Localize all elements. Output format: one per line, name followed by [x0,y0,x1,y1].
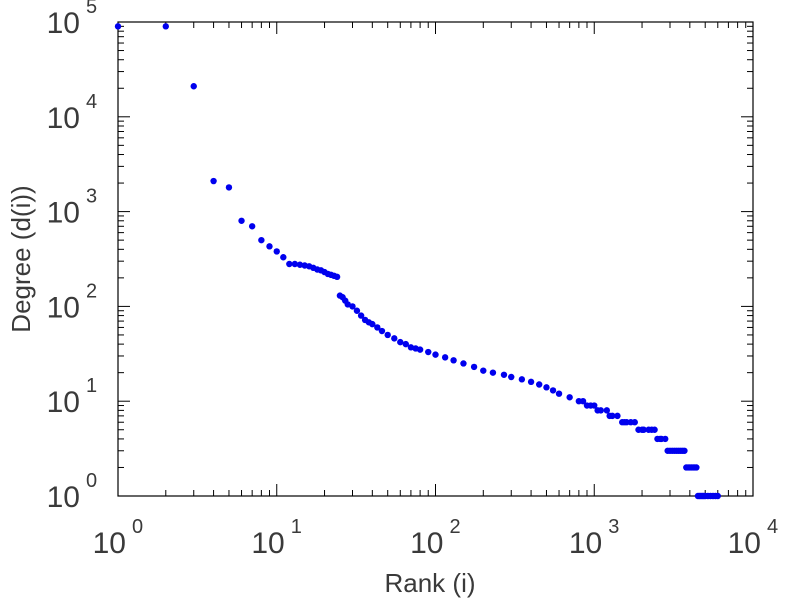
data-point [238,217,245,224]
data-point [555,390,563,397]
y-tick-exponent: 2 [86,280,97,302]
data-point [681,447,688,454]
data-point [425,348,432,356]
data-point [609,412,616,420]
x-tick-exponent: 1 [291,516,302,538]
y-tick-label: 10 [47,481,80,514]
x-tick-labels: 10 0 10 1 10 2 10 3 10 4 [93,516,779,560]
data-point [527,378,535,386]
data-point [480,367,487,374]
y-tick-labels: 10 0 10 1 10 2 10 3 10 4 10 5 [47,0,98,514]
data-point [248,223,256,230]
data-point [273,248,280,255]
data-point [441,354,449,361]
data-point [470,363,478,371]
data-point [662,435,669,443]
data-point [432,351,439,358]
x-tick-label: 10 [251,527,284,560]
x-tick-label: 10 [93,527,126,560]
data-point [579,398,587,405]
y-tick-exponent: 5 [86,0,97,18]
x-axis-title: Rank (i) [384,568,475,598]
data-point [391,335,398,342]
data-point [378,327,386,335]
data-point [518,376,526,383]
x-tick-exponent: 0 [132,516,143,538]
data-point [566,394,573,401]
data-point [357,312,365,319]
x-tick-label: 10 [728,527,761,560]
data-point [416,346,424,353]
data-point [296,261,304,268]
data-point [114,23,122,30]
y-tick-label: 10 [47,197,80,230]
data-point [369,320,376,328]
y-tick-exponent: 3 [86,186,97,208]
data-point [349,303,356,310]
data-point [597,407,605,414]
data-point [397,338,404,346]
data-point [591,402,598,409]
minor-ticks [118,22,753,496]
data-points [114,23,721,500]
data-point [286,260,293,268]
data-point [693,464,700,471]
data-point [543,384,550,391]
data-point [535,381,543,388]
data-point [225,184,233,191]
y-tick-exponent: 0 [86,470,97,492]
data-point [402,340,409,348]
x-tick-label: 10 [569,527,602,560]
data-point [614,412,621,420]
data-point [714,492,721,500]
data-point [450,357,457,364]
data-point [640,426,647,433]
data-point [549,387,557,394]
y-tick-label: 10 [47,386,80,419]
y-tick-exponent: 4 [86,91,97,113]
y-tick-label: 10 [47,291,80,324]
data-point [266,243,273,250]
data-point [651,426,658,433]
y-axis-title: Degree (d(i)) [6,185,36,332]
data-point [280,254,287,261]
x-tick-exponent: 4 [767,516,778,538]
data-point [210,177,217,185]
data-point [353,307,361,314]
y-tick-label: 10 [47,102,80,135]
data-point [384,331,391,339]
data-point [500,371,508,378]
x-tick-label: 10 [410,527,443,560]
y-tick-label: 10 [47,7,80,40]
data-point [508,373,515,381]
data-point [162,23,169,30]
data-point [258,236,265,244]
plot-frame [117,21,754,497]
data-point [374,324,381,331]
data-point [333,273,341,281]
x-tick-exponent: 2 [450,516,461,538]
x-tick-exponent: 3 [608,516,619,538]
data-point [460,360,467,367]
data-point [631,419,638,426]
data-point [190,83,197,90]
data-point [291,260,299,268]
data-point [603,407,611,414]
y-tick-exponent: 1 [86,375,97,397]
data-point [489,369,497,376]
